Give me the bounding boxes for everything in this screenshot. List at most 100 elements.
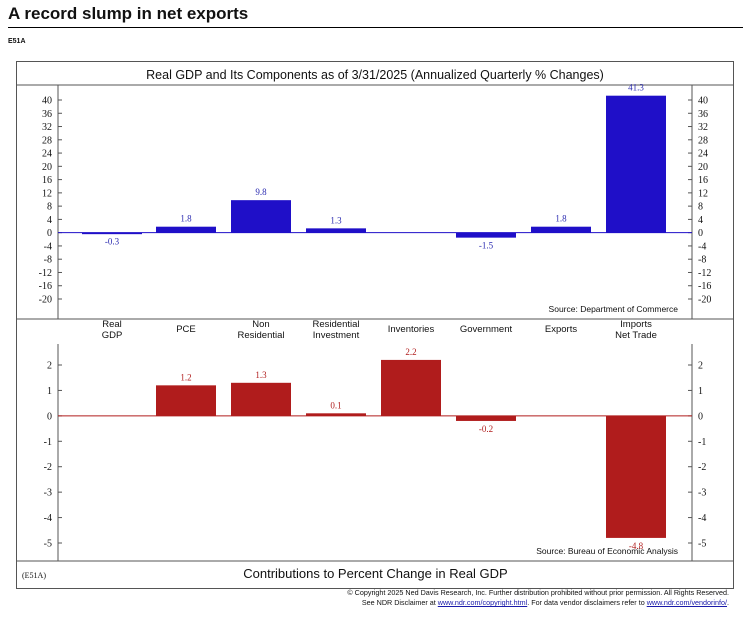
top-ytick-left-label: 12 [42,188,52,199]
bottom-ytick-right-label: -4 [698,513,706,524]
top-ytick-right-label: 40 [698,96,708,107]
vendor-link[interactable]: www.ndr.com/vendorinfo/ [646,598,727,607]
top-ytick-right-label: -12 [698,268,711,279]
top-ytick-left-label: -20 [39,295,52,306]
disclaimer-prefix: See NDR Disclaimer at [361,598,436,607]
top-ytick-left-label: -12 [39,268,52,279]
top-ytick-right-label: 36 [698,109,708,120]
category-label: Investment [313,330,360,341]
chart-code: E51A [8,38,26,45]
bottom-ytick-right-label: -3 [698,488,706,499]
category-label: Non [252,319,269,330]
bottom-data-label: 0.1 [330,400,341,410]
category-label: GDP [102,330,123,341]
category-label: Residential [238,330,285,341]
bottom-ytick-right-label: -5 [698,539,706,550]
top-bar [231,200,291,233]
top-bar [456,232,516,238]
top-data-label: -0.3 [105,237,120,247]
top-ytick-right-label: 28 [698,135,708,146]
headline-rule [8,27,743,28]
top-ytick-left-label: -8 [44,255,52,266]
top-ytick-right-label: -16 [698,281,711,292]
category-label: Exports [545,324,577,335]
bottom-bar [456,415,516,421]
top-ytick-left-label: 24 [42,149,52,160]
top-ytick-right-label: 32 [698,122,708,133]
bottom-data-label: 1.3 [255,370,267,380]
bottom-ytick-right-label: 2 [698,361,703,372]
bottom-bar [381,359,441,416]
bottom-source: Source: Bureau of Economic Analysis [536,546,678,556]
footer-code: (E51A) [22,571,46,580]
bottom-ytick-left-label: 1 [47,386,52,397]
bottom-ytick-right-label: 1 [698,386,703,397]
vendor-text: . For data vendor disclaimers refer to [527,598,645,607]
top-ytick-left-label: -4 [44,241,52,252]
top-ytick-left-label: -16 [39,281,52,292]
top-source: Source: Department of Commerce [549,304,679,314]
category-label: Net Trade [615,330,657,341]
top-ytick-left-label: 4 [47,215,52,226]
top-ytick-right-label: 20 [698,162,708,173]
bottom-data-label: 1.2 [180,372,191,382]
bottom-data-label: -0.2 [479,424,493,434]
chart-frame [16,61,734,589]
bottom-bar [606,415,666,538]
top-bar [156,226,216,233]
bottom-bar [231,382,291,416]
category-label: Government [460,324,513,335]
top-ytick-right-label: 12 [698,188,708,199]
top-ytick-left-label: 20 [42,162,52,173]
bottom-bar [156,385,216,416]
bottom-ytick-left-label: -3 [44,488,52,499]
top-ytick-right-label: 0 [698,228,703,239]
top-ytick-left-label: 40 [42,96,52,107]
top-ytick-right-label: 4 [698,215,703,226]
top-bar [606,95,666,233]
bottom-ytick-left-label: -1 [44,437,52,448]
bottom-ytick-left-label: 2 [47,361,52,372]
top-ytick-left-label: 36 [42,109,52,120]
top-ytick-left-label: 16 [42,175,52,186]
top-ytick-right-label: 16 [698,175,708,186]
bottom-ytick-left-label: -2 [44,462,52,473]
bottom-ytick-right-label: -2 [698,462,706,473]
category-label: Inventories [388,324,435,335]
top-panel: Real GDP and Its Components as of 3/31/2… [16,68,734,320]
bottom-ytick-right-label: -1 [698,437,706,448]
copyright-text: © Copyright 2025 Ned Davis Research, Inc… [347,588,729,597]
top-ytick-left-label: 28 [42,135,52,146]
category-label: Real [102,319,122,330]
bottom-data-label: 2.2 [405,347,416,357]
top-ytick-right-label: -8 [698,255,706,266]
top-bar [306,228,366,233]
top-data-label: 9.8 [255,187,267,197]
page-headline: A record slump in net exports [8,4,249,23]
top-ytick-right-label: -4 [698,241,706,252]
copyright-link[interactable]: www.ndr.com/copyright.html [437,598,528,607]
top-bar [531,226,591,233]
top-ytick-left-label: 32 [42,122,52,133]
bottom-ytick-right-label: 0 [698,411,703,422]
category-label: Residential [313,319,360,330]
top-ytick-right-label: 24 [698,149,708,160]
top-data-label: -1.5 [479,241,494,251]
top-ytick-left-label: 8 [47,202,52,213]
top-data-label: 1.3 [330,215,342,225]
category-label: Imports [620,319,652,330]
footer-chart-title: Contributions to Percent Change in Real … [243,566,508,581]
bottom-ytick-left-label: -4 [44,513,52,524]
bottom-data-label: -4.8 [629,541,644,551]
copyright-block: © Copyright 2025 Ned Davis Research, Inc… [347,588,729,608]
top-bar [82,232,142,235]
top-data-label: 1.8 [180,214,192,224]
bottom-bar [306,413,366,416]
top-chart-title: Real GDP and Its Components as of 3/31/2… [146,68,604,82]
top-data-label: 1.8 [555,214,567,224]
disclaimer-line: See NDR Disclaimer at www.ndr.com/copyri… [347,598,729,608]
top-ytick-right-label: -20 [698,295,711,306]
top-data-label: 41.3 [628,83,644,93]
